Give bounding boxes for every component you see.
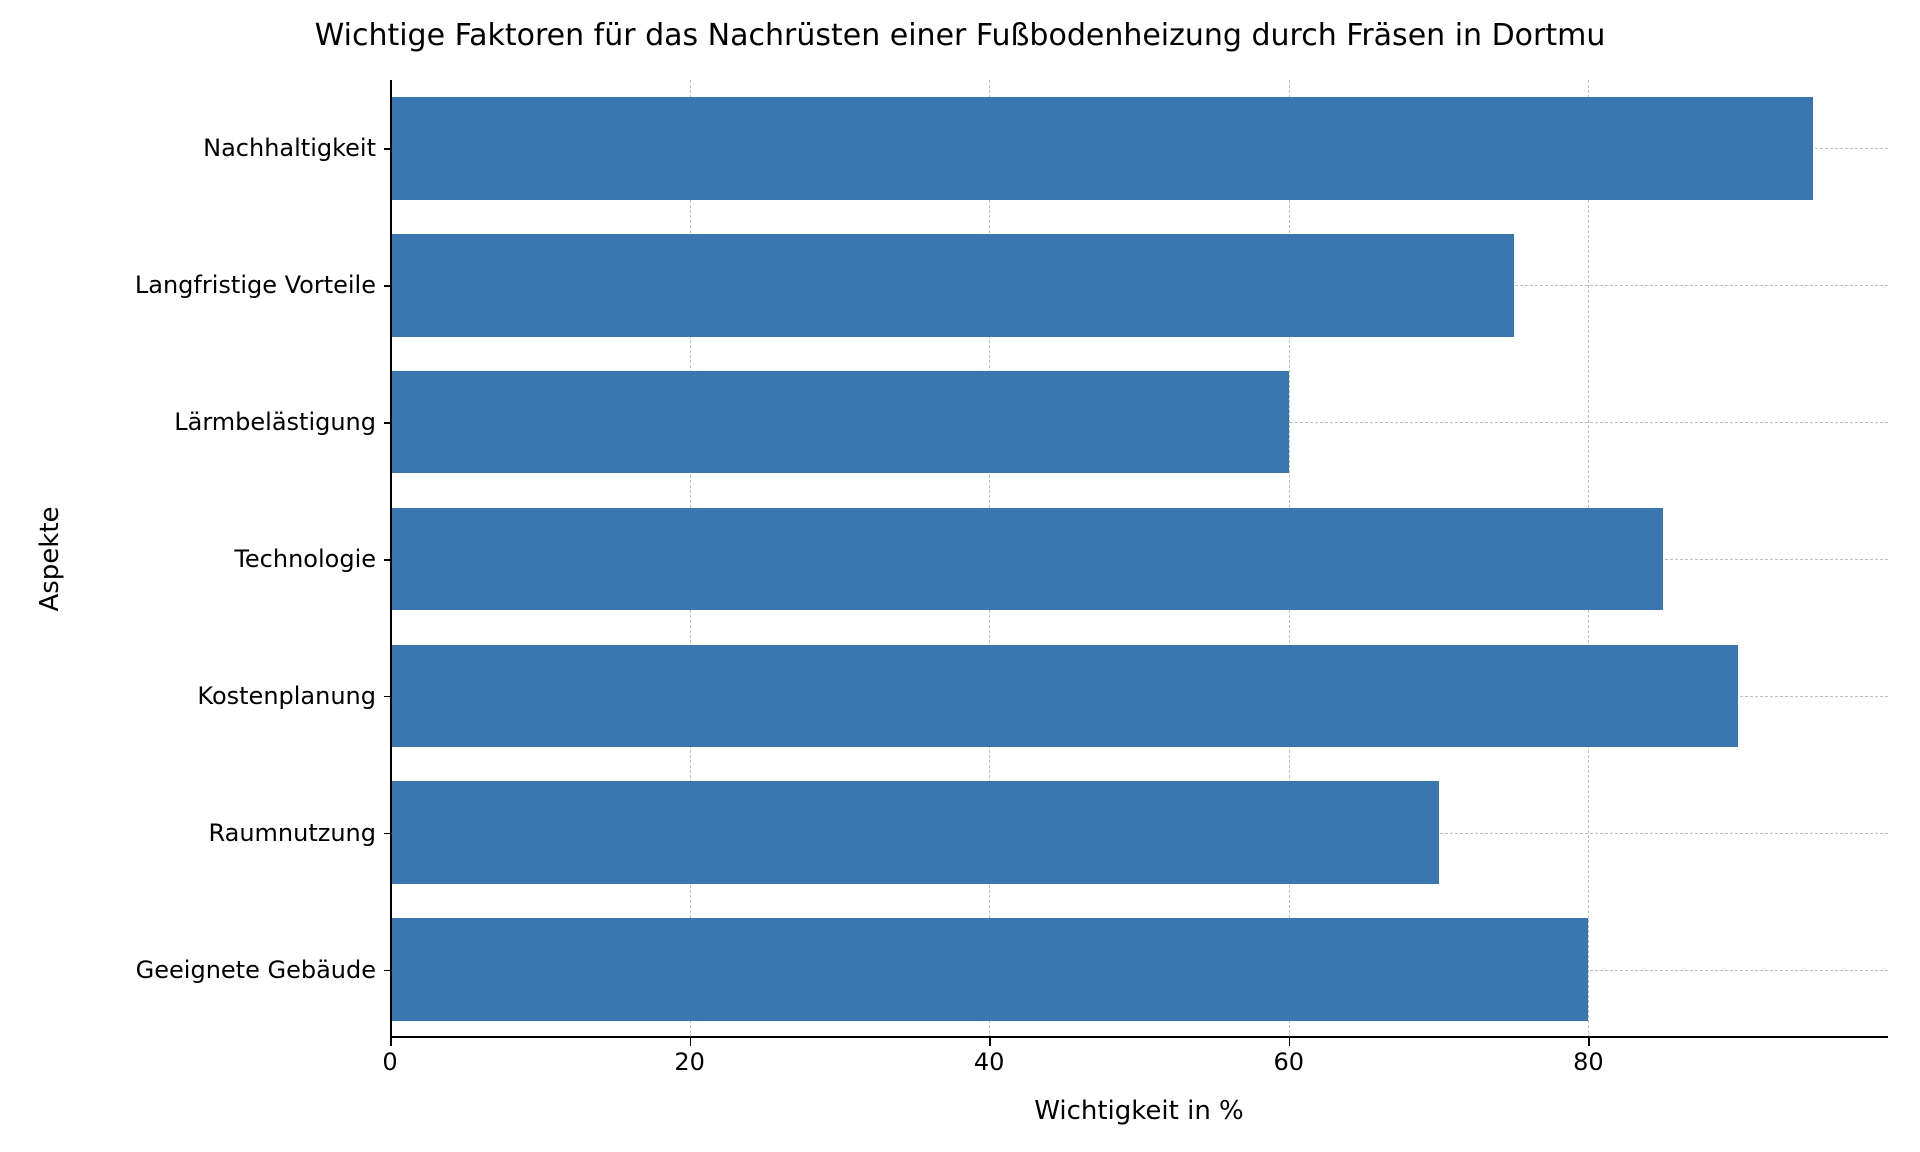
y-tick: Geeignete Gebäude [136,956,390,984]
x-axis-line [390,1036,1888,1038]
x-tick-mark [690,1038,692,1046]
y-tick-label: Raumnutzung [208,819,376,847]
y-axis-label: Aspekte [35,506,65,611]
bar [390,371,1289,474]
y-tick: Raumnutzung [208,819,390,847]
bar [390,918,1588,1021]
y-tick-label: Lärmbelästigung [174,408,376,436]
y-axis-line [390,80,392,1038]
x-tick-mark [390,1038,392,1046]
bar [390,645,1738,748]
chart-container: Wichtige Faktoren für das Nachrüsten ein… [0,0,1920,1152]
bar [390,508,1663,611]
y-tick: Nachhaltigkeit [203,134,390,162]
y-tick: Lärmbelästigung [174,408,390,436]
y-tick-label: Technologie [234,545,376,573]
bar [390,97,1813,200]
y-tick: Langfristige Vorteile [135,271,390,299]
chart-title: Wichtige Faktoren für das Nachrüsten ein… [0,18,1920,53]
x-tick-label: 60 [1274,1048,1305,1076]
x-tick-mark [1289,1038,1291,1046]
x-tick-label: 0 [382,1048,397,1076]
y-tick: Technologie [234,545,390,573]
x-tick-mark [1588,1038,1590,1046]
x-tick-label: 80 [1573,1048,1604,1076]
x-tick-mark [989,1038,991,1046]
x-axis-label: Wichtigkeit in % [1034,1096,1244,1126]
bar [390,781,1439,884]
y-tick-label: Geeignete Gebäude [136,956,376,984]
y-tick-label: Langfristige Vorteile [135,271,376,299]
plot-area: 020406080NachhaltigkeitLangfristige Vort… [390,80,1888,1038]
y-tick: Kostenplanung [197,682,390,710]
x-tick-label: 20 [674,1048,705,1076]
y-tick-label: Kostenplanung [197,682,376,710]
x-tick-label: 40 [974,1048,1005,1076]
bar [390,234,1514,337]
y-tick-label: Nachhaltigkeit [203,134,376,162]
